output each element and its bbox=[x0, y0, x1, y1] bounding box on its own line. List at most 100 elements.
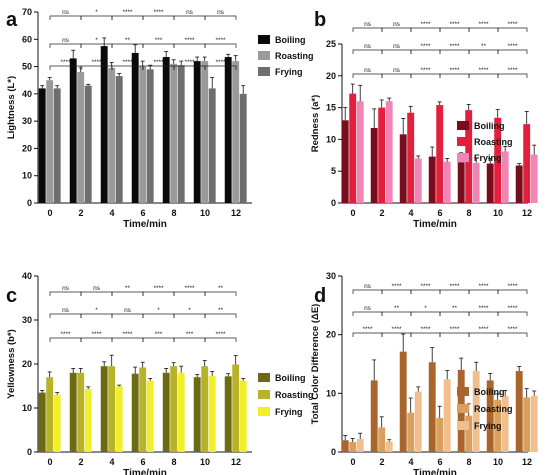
significance-bracket bbox=[410, 27, 441, 32]
y-axis-label: Yellowness (b*) bbox=[6, 329, 17, 399]
x-tick-label: 12 bbox=[231, 208, 241, 218]
bar-frying-2 bbox=[385, 101, 393, 203]
significance-label: ** bbox=[394, 305, 400, 312]
significance-bracket bbox=[410, 73, 441, 78]
significance-bracket bbox=[111, 291, 144, 296]
significance-label: **** bbox=[91, 59, 102, 66]
significance-bracket bbox=[410, 49, 441, 54]
bar-roasting-6 bbox=[139, 66, 147, 203]
x-axis-label: Time/min bbox=[413, 219, 457, 230]
significance-label: **** bbox=[153, 59, 164, 66]
significance-bracket bbox=[439, 332, 470, 337]
x-tick-label: 0 bbox=[47, 457, 52, 467]
legend-swatch-roasting bbox=[258, 51, 270, 60]
significance-label: ** bbox=[481, 43, 487, 50]
significance-bracket bbox=[381, 332, 412, 337]
bar-boiling-2 bbox=[69, 58, 77, 204]
significance-bracket bbox=[352, 27, 383, 32]
significance-label: **** bbox=[122, 331, 133, 338]
bar-frying-8 bbox=[177, 65, 185, 203]
significance-label: **** bbox=[420, 67, 431, 74]
x-tick-label: 4 bbox=[408, 208, 413, 218]
bar-frying-10 bbox=[501, 151, 509, 203]
legend-swatch-boiling bbox=[258, 373, 270, 382]
bar-roasting-8 bbox=[170, 63, 178, 203]
bar-roasting-12 bbox=[523, 124, 531, 203]
bar-boiling-10 bbox=[193, 377, 201, 452]
significance-label: **** bbox=[122, 9, 133, 16]
y-tick-label: 10 bbox=[22, 171, 32, 181]
bar-roasting-12 bbox=[232, 364, 240, 452]
y-tick-label: 0 bbox=[331, 198, 336, 208]
significance-label: ns bbox=[364, 43, 372, 50]
significance-bracket bbox=[111, 313, 144, 318]
significance-label: **** bbox=[215, 37, 226, 44]
panel-label: b bbox=[314, 9, 326, 31]
legend-label: Boiling bbox=[275, 373, 306, 383]
legend-swatch-boiling bbox=[457, 387, 469, 396]
significance-bracket bbox=[142, 291, 175, 296]
y-axis-label: Lightness (L*) bbox=[6, 76, 17, 139]
legend-label: Boiling bbox=[275, 35, 306, 45]
panel-label: c bbox=[6, 285, 17, 307]
significance-bracket bbox=[439, 311, 470, 316]
significance-label: **** bbox=[507, 283, 518, 290]
y-tick-label: 30 bbox=[22, 315, 32, 325]
x-tick-label: 8 bbox=[466, 457, 471, 467]
significance-bracket bbox=[468, 289, 499, 294]
significance-bracket bbox=[439, 49, 470, 54]
bar-boiling-0 bbox=[341, 120, 349, 203]
significance-label: **** bbox=[507, 326, 518, 333]
significance-label: ns bbox=[393, 21, 401, 28]
bar-boiling-4 bbox=[399, 134, 407, 203]
significance-bracket bbox=[111, 43, 144, 48]
y-tick-label: 20 bbox=[326, 330, 336, 340]
significance-label: ns bbox=[62, 307, 70, 314]
x-tick-label: 4 bbox=[109, 208, 114, 218]
significance-bracket bbox=[173, 15, 206, 20]
legend-swatch-roasting bbox=[457, 404, 469, 413]
bar-boiling-2 bbox=[69, 372, 77, 452]
significance-label: ns bbox=[124, 307, 132, 314]
bar-frying-0 bbox=[53, 88, 61, 203]
x-tick-label: 6 bbox=[437, 457, 442, 467]
bar-roasting-2 bbox=[77, 372, 85, 452]
significance-label: * bbox=[188, 307, 191, 314]
significance-label: **** bbox=[122, 59, 133, 66]
bar-boiling-0 bbox=[38, 88, 46, 203]
legend-swatch-frying bbox=[258, 67, 270, 76]
y-axis-label: Redness (a*) bbox=[310, 95, 321, 153]
significance-label: **** bbox=[215, 331, 226, 338]
y-axis-label: Total Color Difference (ΔE) bbox=[310, 304, 321, 425]
y-tick-label: 70 bbox=[22, 7, 32, 17]
significance-label: * bbox=[95, 9, 98, 16]
significance-label: **** bbox=[184, 59, 195, 66]
significance-bracket bbox=[352, 49, 383, 54]
x-tick-label: 6 bbox=[437, 208, 442, 218]
significance-bracket bbox=[439, 289, 470, 294]
bar-frying-6 bbox=[146, 380, 154, 452]
significance-label: *** bbox=[155, 37, 163, 44]
bar-boiling-8 bbox=[162, 57, 170, 204]
significance-bracket bbox=[204, 65, 237, 70]
bar-frying-8 bbox=[472, 162, 480, 203]
bar-frying-2 bbox=[385, 441, 393, 452]
significance-bracket bbox=[497, 49, 528, 54]
legend-swatch-boiling bbox=[258, 35, 270, 44]
legend-label: Frying bbox=[474, 153, 502, 163]
x-tick-label: 10 bbox=[200, 208, 210, 218]
significance-bracket bbox=[468, 332, 499, 337]
legend-label: Frying bbox=[275, 67, 303, 77]
legend-swatch-roasting bbox=[457, 137, 469, 146]
bar-roasting-4 bbox=[407, 112, 415, 203]
x-tick-label: 0 bbox=[350, 208, 355, 218]
x-tick-label: 2 bbox=[379, 208, 384, 218]
significance-label: **** bbox=[507, 43, 518, 50]
bar-frying-6 bbox=[443, 379, 451, 452]
bar-boiling-12 bbox=[515, 371, 523, 452]
bar-frying-10 bbox=[208, 375, 216, 452]
bar-boiling-12 bbox=[224, 376, 232, 452]
legend-swatch-frying bbox=[457, 421, 469, 430]
bar-boiling-10 bbox=[486, 163, 494, 203]
bar-roasting-6 bbox=[436, 105, 444, 203]
